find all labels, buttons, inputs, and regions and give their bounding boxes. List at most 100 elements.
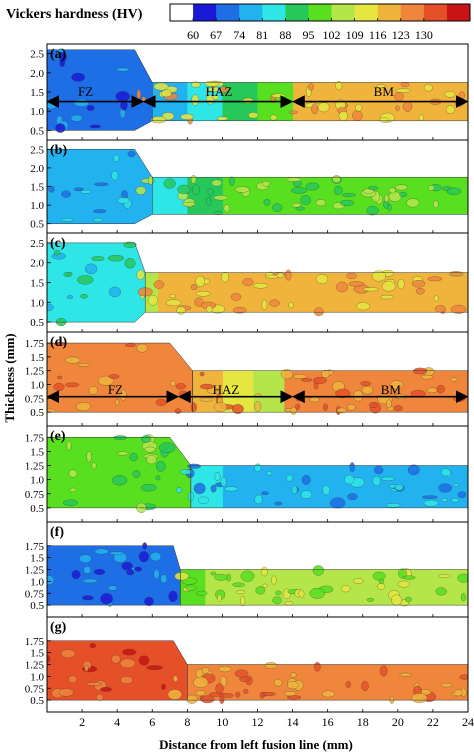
contour-patch [397, 580, 410, 588]
contour-patch [335, 81, 343, 91]
x-tick-label: 22 [427, 715, 439, 729]
contour-patch [196, 590, 208, 596]
colorbar-title: Vickers hardness (HV) [6, 7, 143, 22]
y-tick-label: 2.0 [30, 68, 44, 80]
contour-patch [394, 92, 404, 101]
contour-patch [301, 378, 313, 382]
contour-patch [378, 578, 385, 585]
contour-patch [271, 93, 286, 98]
contour-patch [388, 187, 396, 194]
contour-patch [175, 383, 186, 390]
contour-patch [366, 597, 375, 602]
contour-patch [356, 302, 370, 311]
contour-patch [109, 551, 124, 555]
contour-patch [85, 682, 102, 686]
contour-patch [434, 305, 446, 313]
contour-patch [187, 463, 201, 469]
contour-patch [100, 593, 113, 605]
contour-patch [47, 575, 55, 586]
contour-patch [79, 554, 92, 563]
contour-patch [84, 664, 89, 672]
panel-d: FZ HAZ BM (d) 0.5 0.751.0 1.25 1.5 1.75 [25, 331, 469, 427]
contour-patch [389, 380, 404, 390]
contour-patch [291, 202, 302, 208]
contour-patch [165, 299, 182, 307]
contour-patch [61, 218, 74, 222]
contour-patch [206, 305, 213, 313]
contour-patch [457, 491, 467, 499]
contour-patch [214, 402, 228, 413]
contour-patch [261, 491, 269, 495]
contour-patch [402, 101, 413, 112]
contour-patch [193, 482, 206, 495]
contour-patch [215, 683, 224, 694]
contour-patch [107, 585, 118, 591]
contour-patch [175, 487, 183, 494]
contour-patch [379, 117, 390, 123]
x-tick-label: 16 [322, 715, 334, 729]
contour-patch [412, 367, 428, 375]
contour-patch [288, 110, 298, 115]
contour-patch [239, 676, 251, 682]
contour-patch [178, 390, 188, 397]
contour-patch [210, 571, 217, 576]
contour-patch [341, 193, 356, 197]
contour-patch [47, 655, 51, 663]
contour-patch [263, 198, 271, 206]
contour-patch [73, 99, 90, 107]
contour-patch [77, 363, 91, 367]
contour-patch [132, 470, 141, 478]
contour-patch [353, 390, 364, 402]
contour-patch [309, 587, 325, 599]
contour-patch [352, 578, 364, 584]
contour-patch [309, 396, 320, 403]
contour-patch [191, 81, 201, 88]
y-tick-label: 0.75 [25, 683, 45, 695]
y-tick-label: 1.5 [30, 648, 44, 660]
contour-patch [395, 88, 412, 93]
contour-patch [288, 302, 294, 309]
contour-patch [259, 692, 265, 699]
contour-patch [176, 306, 186, 315]
contour-patch [134, 566, 143, 572]
contour-patch [450, 304, 467, 314]
contour-patch [260, 566, 268, 577]
contour-patch [362, 287, 379, 292]
contour-patch [386, 399, 392, 409]
contour-patch [138, 551, 149, 563]
contour-patch [191, 94, 200, 106]
contour-patch [315, 274, 329, 284]
panel-data [47, 48, 468, 133]
contour-patch [394, 484, 404, 491]
colorbar-swatch [193, 4, 217, 21]
contour-patch [85, 263, 98, 275]
colorbar-tick-label: 130 [415, 28, 433, 42]
contour-patch [336, 281, 348, 293]
contour-patch [77, 275, 94, 285]
contour-patch [71, 570, 81, 580]
contour-patch [82, 595, 94, 601]
panel-data [47, 241, 468, 327]
contour-patch [235, 691, 241, 698]
contour-patch [315, 199, 327, 207]
contour-patch [453, 394, 466, 402]
contour-patch [195, 291, 211, 297]
y-tick-label: 0.5 [30, 407, 44, 419]
y-tick-label: 1.5 [30, 553, 44, 565]
contour-patch [141, 435, 152, 443]
contour-patch [220, 476, 227, 487]
contour-patch [159, 442, 176, 454]
contour-patch [399, 672, 412, 677]
contour-patch [91, 462, 97, 470]
contour-patch [254, 463, 262, 473]
colorbar-swatch [216, 4, 240, 21]
contour-patch [116, 451, 129, 456]
contour-patch [211, 179, 222, 187]
contour-patch [168, 590, 178, 603]
colorbar-tick-label: 116 [369, 28, 387, 42]
contour-patch [300, 195, 311, 205]
colorbar-frame [169, 3, 471, 22]
contour-patch [124, 343, 136, 347]
contour-patch [58, 688, 74, 697]
y-tick-label: 0.75 [25, 393, 45, 405]
